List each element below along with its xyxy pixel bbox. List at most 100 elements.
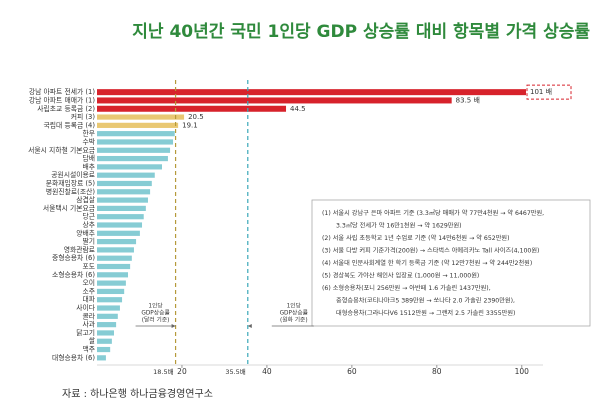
bar: [97, 330, 114, 336]
note-line: (1) 서울시 강남구 은마 아파트 기준 (3.3㎡당 매매가 약 77만4천…: [322, 209, 544, 217]
y-tick-label: 병원진찰료(조산): [46, 187, 95, 196]
y-tick-label: 담배: [82, 154, 95, 163]
y-tick-label: 강남 아파트 매매가 (1): [29, 95, 95, 104]
bar: [97, 139, 174, 145]
bar: [97, 89, 527, 96]
y-tick-label: 콜라: [82, 311, 95, 320]
y-tick-label: 삼겹살: [76, 195, 95, 204]
note-line: 3.3㎡당 전세가 약 16만1천원 → 약 1629만원): [336, 222, 462, 230]
bar: [97, 114, 185, 120]
y-tick-label: 한우: [82, 130, 95, 138]
arrow-head: [171, 324, 176, 328]
bar: [97, 338, 112, 344]
x-tick-label: 40: [262, 367, 272, 376]
reference-note: GDP상승률: [280, 309, 309, 317]
y-tick-label: 딸기: [82, 237, 95, 246]
x-tick-label: 100: [515, 367, 530, 376]
bar: [97, 172, 155, 178]
reference-note: 1인당: [287, 302, 302, 310]
y-tick-label: 서울시 지하철 기본요금: [28, 145, 95, 154]
reference-note: (원화 기준): [280, 316, 308, 324]
reference-note: GDP상승률: [141, 309, 170, 317]
y-tick-label: 소형승용차 (6): [52, 270, 95, 279]
y-tick-label: 수박: [82, 137, 95, 146]
note-line: (4) 서울대 인문사회계열 한 학기 등록금 기준 (약 12만7천원 → 약…: [322, 259, 532, 267]
value-label: 20.5: [188, 113, 204, 121]
bar: [97, 313, 118, 319]
y-tick-label: 영화관람료: [64, 245, 95, 254]
y-tick-label: 상추: [82, 220, 95, 229]
bar: [97, 164, 162, 170]
bar: [97, 205, 146, 211]
y-tick-label: 서울택시 기본요금: [43, 203, 95, 212]
bar: [97, 230, 140, 236]
highlight-box: [526, 84, 572, 100]
bar: [97, 247, 134, 253]
y-tick-label: 맥주: [82, 345, 95, 354]
bar: [97, 297, 123, 303]
reference-note: 1인당: [148, 302, 163, 310]
y-tick-label: 닭고기: [76, 328, 95, 337]
value-label: 83.5 배: [456, 95, 480, 104]
bar: [97, 122, 179, 128]
note-line: (5) 경상북도 가야산 해인사 입장료 (1,000원 → 11,000원): [322, 272, 479, 280]
note-line: 중형승용차(코티나마크5 389만원 → 쏘나타 2.0 가솔린 2390만원)…: [336, 297, 515, 305]
value-label: 19.1: [182, 121, 198, 129]
y-tick-label: 양배추: [76, 228, 95, 237]
y-tick-label: 대형승용차 (6): [52, 353, 95, 362]
y-tick-label: 오이: [82, 278, 95, 287]
bar: [97, 239, 137, 245]
bar: [97, 288, 125, 295]
reference-label: 35.5배: [225, 367, 245, 376]
note-line: (2) 서울 사립 초등학교 1년 수업료 기준 (약 14만6천원 → 약 6…: [322, 234, 510, 242]
bar: [97, 189, 151, 195]
bar: [97, 222, 143, 228]
y-tick-label: 쌀: [89, 336, 96, 345]
y-tick-label: 중형승용차 (6): [52, 253, 95, 262]
source: 자료 : 하나은행 하나금융경영연구소: [62, 387, 213, 400]
y-tick-label: 문화재입장료 (5): [46, 178, 96, 187]
bar: [97, 97, 452, 104]
notes-box: [311, 199, 591, 327]
value-label: 44.5: [290, 105, 306, 113]
bar: [97, 305, 120, 311]
bar: [97, 346, 111, 353]
y-tick-label: 강남 아파트 전세가 (1): [29, 87, 95, 96]
y-tick-label: 배추: [82, 162, 95, 171]
value-label: 101 배: [530, 87, 552, 96]
note-line: (6) 소형승용차(포니 256만원 → 아반떼 1.6 가솔린 1437만원)…: [322, 284, 491, 292]
bar: [97, 147, 171, 153]
note-line: (3) 서울 다방 커피 기준가격(200원) → 스타벅스 아메리카노 Tal…: [322, 247, 539, 255]
x-tick-label: 20: [177, 367, 187, 376]
y-tick-label: 국립대 등록금 (4): [44, 121, 96, 129]
bar: [97, 180, 152, 187]
note-line: 대형승용차(그라나다V6 1512만원 → 그랜저 2.5 가솔린 3355만원…: [336, 309, 515, 317]
y-tick-label: 공원시설이용료: [51, 170, 95, 179]
y-tick-label: 커피 (3): [71, 112, 96, 121]
y-tick-label: 사과: [82, 320, 95, 329]
bar: [97, 322, 117, 328]
bar: [97, 155, 168, 162]
x-tick-label: 60: [347, 367, 357, 376]
y-tick-label: 사이다: [76, 303, 96, 312]
arrow-head: [247, 324, 252, 328]
bar: [97, 272, 129, 278]
bar: [97, 105, 287, 112]
y-tick-label: 당근: [82, 212, 95, 221]
x-tick-label: 80: [432, 367, 442, 376]
bar: [97, 131, 175, 137]
y-tick-label: 사립초교 등록금 (2): [37, 104, 95, 113]
reference-note: (달러 기준): [142, 316, 170, 324]
bar: [97, 255, 132, 261]
bar: [97, 214, 144, 220]
bar: [97, 197, 148, 203]
bar: [97, 263, 131, 270]
y-tick-label: 대파: [82, 295, 95, 304]
y-tick-label: 소주: [82, 287, 95, 295]
chart-title: 지난 40년간 국민 1인당 GDP 상승률 대비 항목별 가격 상승률: [132, 21, 590, 42]
bar: [97, 355, 106, 361]
reference-label: 18.5배: [153, 367, 173, 376]
bar: [97, 280, 126, 286]
y-tick-label: 포도: [82, 263, 95, 271]
